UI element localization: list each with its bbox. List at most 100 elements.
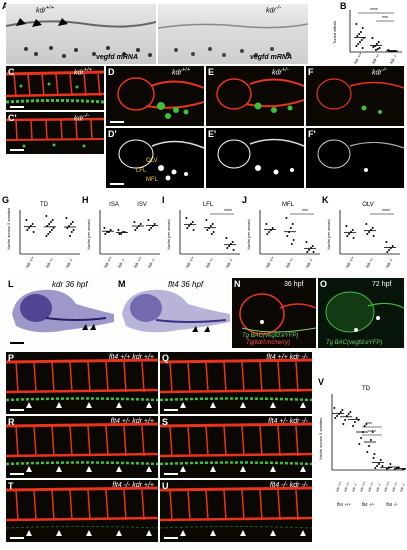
panel-H-plot: ISA ISV Nuclei per vessel kdr +/+ kdr -/…	[86, 202, 160, 269]
dot	[290, 243, 293, 245]
panel-F-genotype: kdr-/-	[372, 67, 388, 77]
dot	[231, 241, 234, 243]
panel-V-stars1: ***	[366, 422, 372, 428]
dot	[363, 425, 366, 427]
dot	[211, 223, 214, 225]
panel-O-letter: O	[320, 279, 328, 289]
panel-D2-olv: OLV	[146, 158, 158, 164]
dot	[355, 23, 358, 25]
panel-U-genotype: flt4 -/- kdr -/-	[269, 482, 308, 489]
dot	[232, 249, 235, 251]
dot	[134, 229, 137, 231]
panel-I-tick-1: kdr +/+	[185, 255, 196, 269]
dot	[45, 215, 48, 217]
dot	[374, 467, 377, 469]
dot	[372, 46, 375, 48]
panel-D-letter: D	[108, 67, 115, 77]
panel-C-image: C kdr+/+	[6, 66, 104, 110]
panel-E2-image: E'	[206, 128, 304, 188]
panel-R-letter: R	[8, 417, 15, 427]
dot	[385, 241, 388, 243]
panel-G-tick-2: kdr +/-	[45, 256, 55, 269]
panel-C-letter: C	[8, 67, 15, 77]
dot	[226, 247, 229, 249]
dot	[349, 411, 352, 413]
dot	[205, 219, 208, 221]
dot	[358, 443, 361, 445]
panel-E-image: kdr+/- E	[206, 66, 304, 126]
panel-U-scalebar	[164, 537, 178, 539]
panel-K-letter: K	[322, 195, 329, 205]
dot	[52, 227, 55, 229]
panel-T-genotype: flt4 -/- kdr +/+	[112, 482, 154, 489]
panel-V-tick: kdr -/-	[375, 482, 382, 493]
dot	[376, 465, 379, 467]
panel-G-tick-1: kdr +/+	[25, 255, 36, 269]
dot	[360, 437, 363, 439]
dot	[391, 245, 394, 247]
panel-V-tick: kdr +/-	[391, 481, 398, 493]
panel-A-right-image: kdr-/- vegfd mRNA	[158, 4, 308, 64]
dot	[341, 409, 344, 411]
panel-G-letter: G	[2, 195, 10, 205]
panel-K-stars: ****	[382, 209, 390, 215]
dot	[368, 445, 371, 447]
panel-Q-letter: Q	[162, 353, 170, 363]
dot	[266, 233, 269, 235]
panel-O-image: O 72 hpf Tg BAC(vegfd:eYFP)	[318, 278, 404, 348]
panel-I-plot: LFL **** Nuclei per vessel kdr +/+ kdr +…	[166, 202, 240, 269]
dot	[366, 451, 369, 453]
panel-L-label: kdr 36 hpf	[52, 280, 88, 289]
panel-J-title: MFL	[282, 202, 295, 208]
dot	[357, 419, 360, 421]
dot	[117, 229, 120, 231]
panel-V-ylabel: Nuclei across 5 somites	[318, 418, 323, 460]
panel-E-genotype: kdr+/-	[272, 67, 289, 77]
dot	[268, 231, 271, 233]
dot	[186, 227, 189, 229]
panel-F-image: F kdr-/-	[306, 66, 404, 126]
dot	[371, 227, 374, 229]
panel-S-scalebar	[164, 473, 178, 475]
dot	[210, 233, 213, 235]
panel-D-image: D kdr+/+	[106, 66, 204, 126]
dot	[69, 235, 71, 237]
dot	[28, 227, 31, 229]
dot	[153, 223, 156, 225]
panel-A-mrna-right: vegfd mRNA	[250, 54, 293, 61]
dot	[365, 223, 368, 225]
dot	[286, 235, 289, 237]
dot	[271, 227, 274, 229]
dot	[346, 235, 349, 237]
panel-K-ylabel: Nuclei per vessel	[326, 219, 331, 250]
panel-C2-letter: C'	[8, 113, 17, 123]
panel-D2-lfl: LFL	[136, 168, 147, 174]
dot	[265, 223, 268, 225]
panel-C2-genotype: kdr-/-	[74, 113, 90, 123]
panel-V-title: TD	[362, 386, 371, 392]
dot	[32, 231, 35, 233]
panel-V-stars2: ****	[368, 430, 376, 436]
panel-N-time: 36 hpf	[284, 281, 304, 288]
dot	[311, 245, 314, 247]
panel-V-tick: kdr +/-	[367, 481, 374, 493]
dot	[291, 223, 294, 225]
panel-G-title: TD	[40, 202, 49, 208]
panel-R-scalebar	[10, 473, 24, 475]
panel-D-scalebar	[110, 121, 124, 123]
dot	[285, 217, 288, 219]
panel-Q-scalebar	[164, 409, 178, 411]
panel-J-tick-1: kdr +/+	[265, 255, 276, 269]
panel-J-tick-2: kdr +/-	[285, 256, 295, 269]
dot	[375, 49, 377, 51]
dot	[206, 229, 209, 231]
dot	[381, 465, 384, 467]
panel-B-plot: Tuned afibris **** *** kdr +/+ kdr +/- k…	[332, 8, 402, 65]
dot	[133, 221, 136, 223]
dot	[365, 423, 368, 425]
dot	[369, 439, 372, 441]
dot	[372, 457, 375, 459]
panel-I-tick-2: kdr +/-	[205, 256, 215, 269]
panel-P-letter: P	[8, 353, 15, 363]
dot	[192, 229, 195, 231]
